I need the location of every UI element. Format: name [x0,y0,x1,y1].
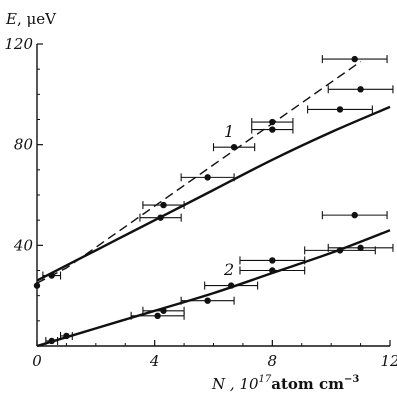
point-marker [227,282,235,289]
point-marker [154,312,161,319]
point-marker [63,332,70,340]
x-tick-label: 8 [268,352,278,370]
y-axis-symbol: E [5,10,17,28]
y-axis-unit: μeV [27,10,58,28]
data-point-series-2 [142,306,185,315]
point-marker [269,267,276,274]
x-axis-title: N , 1017atom cm−3 [211,374,359,393]
data-point-series-2 [180,296,235,305]
y-tick-label: 40 [13,236,34,254]
data-point-series-2 [45,336,59,345]
point-marker [269,118,276,126]
data-point-series-2 [204,281,259,290]
point-marker [160,307,167,314]
x-axis-sep: , [225,375,239,393]
x-tick-label: 12 [380,352,397,370]
x-axis-unit: atom cm [271,375,344,393]
data-point-series-2 [59,331,73,340]
point-marker [48,272,55,279]
y-tick-label: 80 [14,136,34,154]
y-tick-label: 120 [4,35,33,53]
data-point-series-2 [304,246,376,255]
data-point-series-1 [33,282,41,289]
point-marker [160,201,167,209]
point-marker [357,86,364,93]
curve-label-1: 1 [224,122,234,141]
data-point-series-1 [251,125,294,134]
data-point-series-2 [130,311,185,320]
data-point-series-1 [142,201,185,210]
y-axis-title: E, μeV [5,10,57,28]
data-point-series-2 [239,266,306,275]
x-axis-base: 10 [239,375,259,393]
x-axis-exponent: 17 [259,374,272,385]
data-point-series-2 [239,256,306,265]
point-marker [204,174,211,181]
x-axis-unit-exponent: −3 [344,374,359,385]
data-point-series-1 [139,213,182,222]
point-marker [351,211,358,219]
point-marker [48,337,55,345]
dashed-line-1 [36,61,362,284]
point-marker [269,257,276,264]
point-marker [204,297,211,304]
point-marker [269,126,276,133]
x-tick-label: 4 [149,352,160,370]
data-point-series-1 [212,143,256,152]
point-marker [157,214,164,221]
data-point-series-1 [327,85,394,94]
point-marker [230,143,238,151]
data-point-series-2 [327,243,394,252]
data-point-series-1 [321,55,388,64]
data-points [33,55,394,345]
data-point-series-1 [307,105,373,114]
y-axis-sep: , [17,10,27,28]
fit-curves [36,61,391,348]
point-marker [336,247,344,254]
x-axis-ticks: 0 4 8 12 [32,340,397,370]
x-axis-symbol: N [211,375,226,393]
fit-curve-2 [36,229,391,348]
y-axis-ticks: 40 80 120 [4,35,43,322]
point-marker [357,244,364,252]
data-point-series-1 [251,118,294,127]
data-point-series-1 [180,173,235,182]
fit-curve-1 [36,105,391,282]
x-tick-label: 0 [32,352,42,370]
point-marker [33,282,41,289]
data-point-series-1 [42,271,62,280]
curve-label-2: 2 [223,260,234,279]
point-marker [351,55,358,63]
data-point-series-2 [321,211,388,220]
point-marker [336,106,344,113]
